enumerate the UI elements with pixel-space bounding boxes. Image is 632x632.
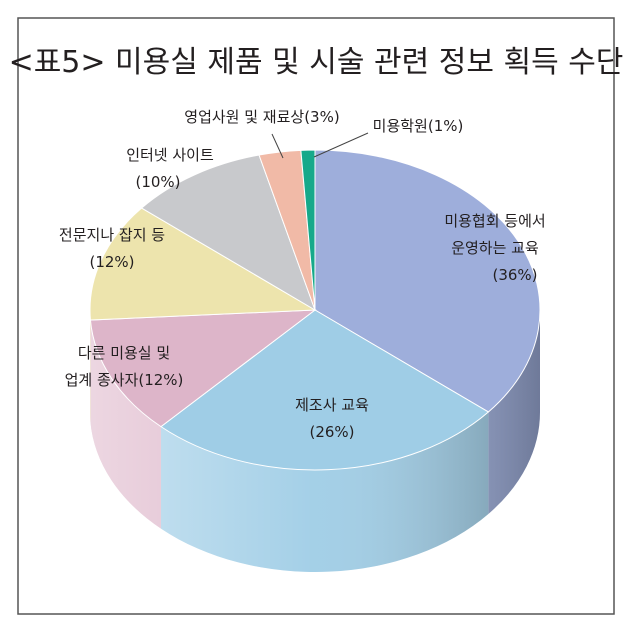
category-label: 전문지나 잡지 등 xyxy=(59,226,165,244)
sides xyxy=(90,310,540,572)
category-label: 미용학원 xyxy=(373,117,428,135)
data-label: (36%) xyxy=(492,266,537,284)
data-label: 인터넷 사이트 xyxy=(126,146,214,164)
data-label: 다른 미용실 및 xyxy=(78,344,170,362)
chart-title: <표5> 미용실 제품 및 시술 관련 정보 획득 수단 xyxy=(9,45,624,80)
data-label: (10%) xyxy=(135,173,180,191)
category-label: 인터넷 사이트 xyxy=(126,146,214,164)
slice-side-shade xyxy=(488,310,540,514)
slice xyxy=(300,149,316,311)
data-label: 전문지나 잡지 등 xyxy=(59,226,165,244)
value-label: (12%) xyxy=(138,371,183,389)
slice xyxy=(160,309,490,471)
slice xyxy=(89,309,317,428)
data-label: (26%) xyxy=(309,423,354,441)
data-label: 영업사원 및 재료상(3%) xyxy=(184,108,339,126)
leader-line xyxy=(271,133,284,159)
category-label: 미용협회 등에서 xyxy=(444,212,545,230)
slice xyxy=(140,154,316,312)
data-label: (12%) xyxy=(89,253,134,271)
leader-line xyxy=(313,132,369,158)
data-label: 제조사 교육 xyxy=(295,396,369,414)
value-label: (36%) xyxy=(492,266,537,284)
value-label: (12%) xyxy=(89,253,134,271)
slice-side-shade xyxy=(90,320,161,529)
value-label: (10%) xyxy=(135,173,180,191)
value-label: (26%) xyxy=(309,423,354,441)
slice xyxy=(314,149,541,413)
data-label: 운영하는 교육 xyxy=(451,239,539,257)
value-label: (3%) xyxy=(304,108,340,126)
category-label: 업계 종사자 xyxy=(65,371,139,389)
tops xyxy=(89,149,541,471)
category-label: 제조사 교육 xyxy=(295,396,369,414)
category-label: 다른 미용실 및 xyxy=(78,344,170,362)
data-label: 미용협회 등에서 xyxy=(444,212,545,230)
value-label: (1%) xyxy=(428,117,464,135)
category-label: 운영하는 교육 xyxy=(451,239,539,257)
data-label: 미용학원(1%) xyxy=(373,117,464,135)
slice-side-shade xyxy=(160,411,489,572)
data-label: 업계 종사자(12%) xyxy=(65,371,184,389)
slice xyxy=(89,207,317,321)
category-label: 영업사원 및 재료상 xyxy=(184,108,304,126)
